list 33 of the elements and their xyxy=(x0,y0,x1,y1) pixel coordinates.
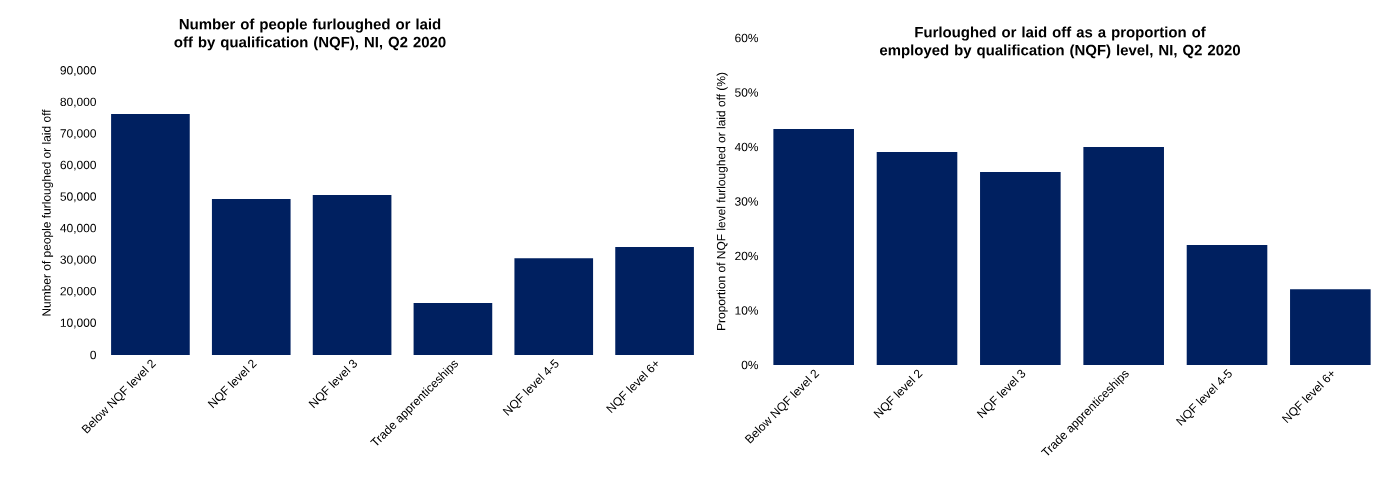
bar xyxy=(211,199,291,355)
y-tick-label: 0 xyxy=(90,350,97,360)
bar xyxy=(615,247,694,355)
y-tick-label: 70,000 xyxy=(60,129,97,140)
bar xyxy=(1290,289,1371,365)
bar xyxy=(1083,147,1164,365)
y-tick-label: 20% xyxy=(735,251,759,261)
bar xyxy=(876,151,958,365)
bar xyxy=(980,172,1061,365)
y-tick-label: 0% xyxy=(741,360,759,370)
y-tick-label: 30% xyxy=(735,197,759,206)
y-tick-label: 50% xyxy=(735,88,759,97)
y-axis-title: Number of people furloughed or laid off xyxy=(41,109,54,316)
bar xyxy=(1186,245,1268,365)
y-tick-label: 30,000 xyxy=(60,255,97,266)
bar xyxy=(312,195,392,355)
y-tick-label: 60,000 xyxy=(60,160,97,171)
bar xyxy=(514,258,594,355)
bar xyxy=(773,129,854,365)
y-tick-label: 40,000 xyxy=(60,223,97,234)
chart-title: Furloughed or laid off as a proportion of employed by qualification (NQF) level, NI, Q2 2020 xyxy=(879,26,1241,59)
y-tick-label: 50,000 xyxy=(60,192,97,203)
bar xyxy=(413,302,493,355)
bar xyxy=(111,113,190,355)
y-tick-label: 60% xyxy=(735,33,759,43)
y-tick-label: 20,000 xyxy=(60,286,97,297)
y-tick-label: 40% xyxy=(734,142,759,152)
y-tick-label: 80,000 xyxy=(60,97,97,108)
chart-title: Number of people furloughed or laid off by qualification (NQF), NI, Q2 2020 xyxy=(174,18,446,51)
y-axis-title: Proportion of NQF level furloughed or laid off (%) xyxy=(716,72,728,330)
y-tick-label: 10,000 xyxy=(60,318,97,329)
y-tick-label: 90,000 xyxy=(60,66,97,76)
y-tick-label: 10% xyxy=(735,306,759,315)
